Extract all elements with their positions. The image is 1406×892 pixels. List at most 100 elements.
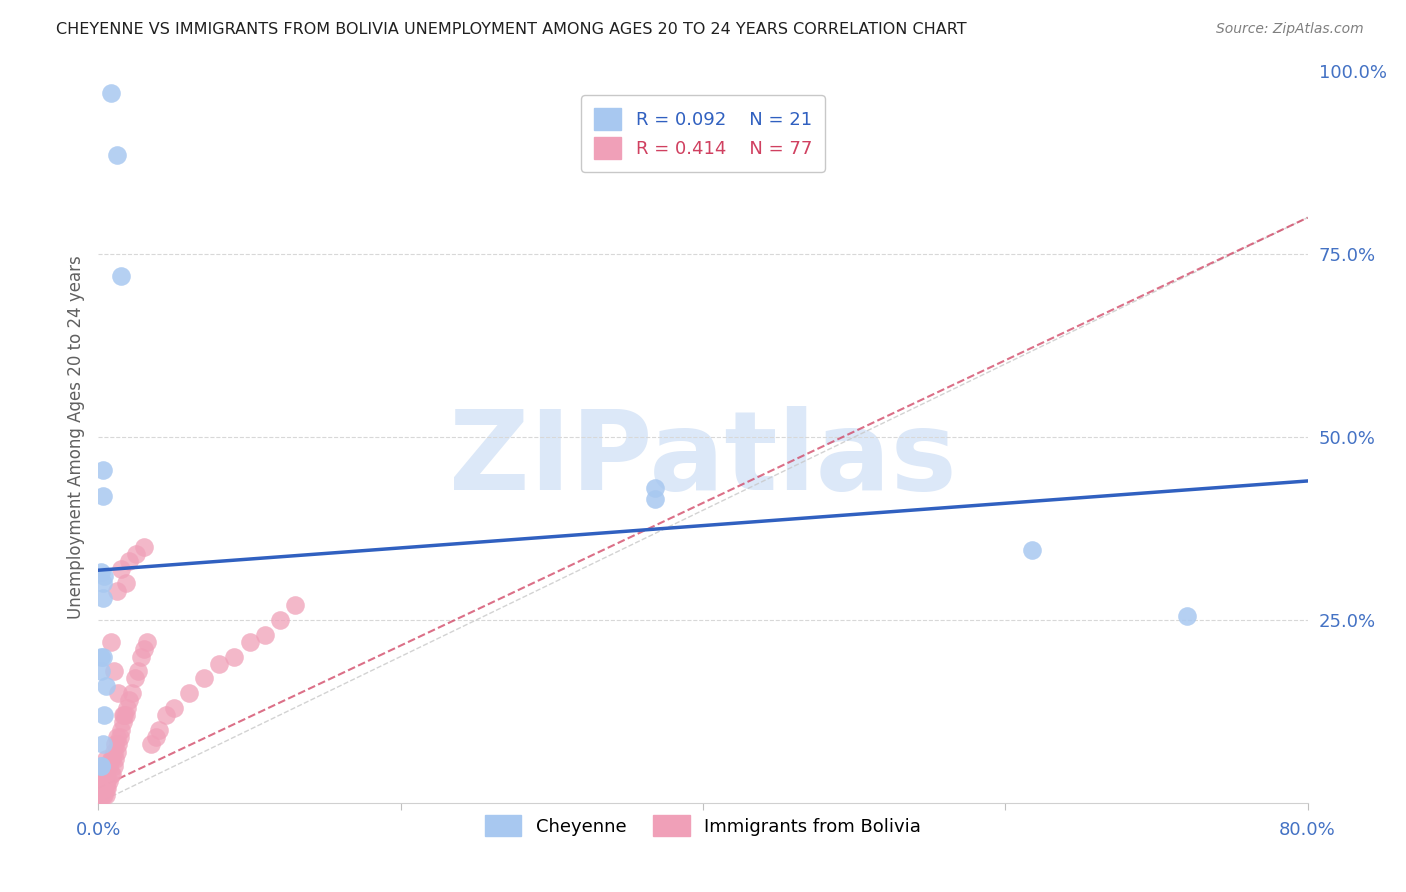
Point (101, 752, 124, 766)
Point (90, 649, 112, 664)
Point (103, 745, 125, 759)
Point (100, 766, 122, 780)
Point (94, 679, 117, 693)
Point (94, 752, 117, 766)
Point (108, 730, 131, 744)
Point (118, 693, 141, 707)
Point (98, 773, 121, 788)
Point (93, 569, 115, 583)
Point (269, 613, 291, 627)
Point (145, 730, 167, 744)
Point (124, 672, 146, 686)
Point (125, 547, 148, 561)
Point (114, 576, 136, 591)
Point (103, 664, 125, 678)
Point (91, 649, 114, 664)
Point (644, 492, 666, 507)
Point (91, 591, 114, 605)
Point (90, 789, 112, 803)
Point (104, 752, 127, 766)
Point (100, 87, 122, 101)
Point (89, 781, 111, 796)
Point (110, 562, 132, 576)
Point (111, 715, 134, 730)
Point (121, 686, 143, 700)
Point (239, 635, 262, 649)
Point (208, 657, 231, 671)
Point (89, 789, 111, 803)
Point (105, 583, 128, 598)
Point (91, 789, 114, 803)
Point (96, 773, 118, 788)
Point (105, 148, 128, 162)
Text: Source: ZipAtlas.com: Source: ZipAtlas.com (1216, 22, 1364, 37)
Point (224, 649, 246, 664)
Point (110, 269, 132, 284)
Point (98, 759, 121, 773)
Point (94, 759, 117, 773)
Point (103, 759, 125, 773)
Point (93, 708, 115, 723)
Point (89, 789, 111, 803)
Point (100, 635, 122, 649)
Point (1175, 609, 1198, 624)
Y-axis label: Unemployment Among Ages 20 to 24 years: Unemployment Among Ages 20 to 24 years (66, 255, 84, 619)
Point (101, 766, 124, 780)
Point (100, 752, 122, 766)
Point (96, 781, 118, 796)
Point (129, 649, 152, 664)
Point (96, 759, 118, 773)
Point (114, 708, 136, 723)
Point (89, 773, 111, 788)
Point (90, 789, 112, 803)
Point (91, 737, 114, 751)
Point (90, 566, 112, 580)
Point (93, 781, 115, 796)
Text: CHEYENNE VS IMMIGRANTS FROM BOLIVIA UNEMPLOYMENT AMONG AGES 20 TO 24 YEARS CORRE: CHEYENNE VS IMMIGRANTS FROM BOLIVIA UNEM… (56, 22, 967, 37)
Point (91, 766, 114, 780)
Point (193, 672, 215, 686)
Point (110, 723, 132, 737)
Point (115, 700, 138, 714)
Point (118, 554, 141, 568)
Point (141, 737, 163, 751)
Point (132, 642, 155, 657)
Point (90, 781, 112, 796)
Point (90, 759, 112, 773)
Point (91, 759, 114, 773)
Point (91, 489, 114, 503)
Point (127, 664, 149, 678)
Point (1021, 543, 1043, 558)
Point (107, 737, 129, 751)
Point (163, 700, 186, 714)
Point (94, 766, 117, 780)
Point (253, 627, 276, 641)
Point (93, 789, 115, 803)
Text: ZIPatlas: ZIPatlas (449, 406, 957, 513)
Point (90, 664, 112, 678)
Point (90, 759, 112, 773)
Point (644, 481, 666, 495)
Point (105, 730, 128, 744)
Point (148, 723, 170, 737)
Point (91, 576, 114, 591)
Point (91, 781, 114, 796)
Point (94, 789, 117, 803)
Point (90, 781, 112, 796)
Point (91, 773, 114, 788)
Legend: Cheyenne, Immigrants from Bolivia: Cheyenne, Immigrants from Bolivia (477, 806, 929, 845)
Point (91, 463, 114, 477)
Point (94, 773, 117, 788)
Point (112, 708, 135, 723)
Point (93, 759, 115, 773)
Point (94, 781, 117, 796)
Point (90, 773, 112, 788)
Point (155, 708, 177, 723)
Point (284, 599, 307, 613)
Point (107, 686, 129, 700)
Point (111, 708, 134, 723)
Point (105, 745, 128, 759)
Point (104, 737, 127, 751)
Point (93, 773, 115, 788)
Point (179, 686, 201, 700)
